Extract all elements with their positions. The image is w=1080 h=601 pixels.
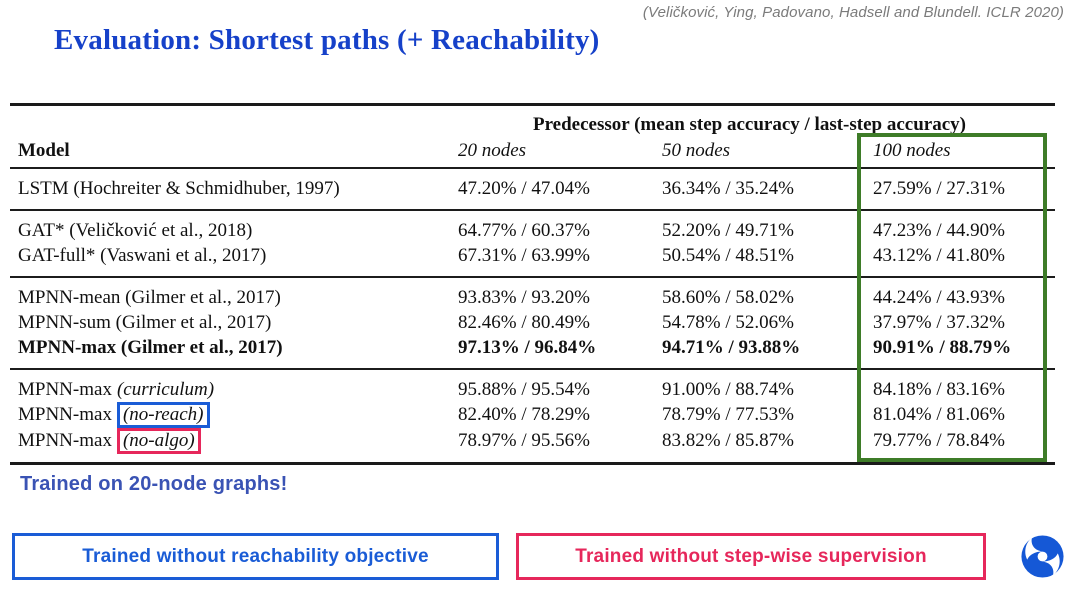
table-row: MPNN-mean (Gilmer et al., 2017) 93.83% / … bbox=[10, 285, 1055, 310]
column-header-20-nodes: 20 nodes bbox=[458, 140, 527, 161]
value-cell: 90.91% / 88.79% bbox=[873, 337, 1012, 358]
deepmind-logo bbox=[1019, 533, 1066, 580]
model-suffix: (curriculum) bbox=[116, 379, 215, 400]
value-cell: 47.23% / 44.90% bbox=[873, 220, 1005, 241]
table-header: Predecessor (mean step accuracy / last-s… bbox=[10, 106, 1055, 167]
model-name: LSTM (Hochreiter & Schmidhuber, 1997) bbox=[18, 178, 340, 199]
model-cell: MPNN-max (Gilmer et al., 2017) bbox=[10, 335, 450, 360]
value-cell: 84.18% / 83.16% bbox=[873, 379, 1005, 400]
model-cell: MPNN-max (no-algo) bbox=[10, 428, 450, 454]
value-cell: 58.60% / 58.02% bbox=[662, 287, 794, 308]
trained-note: Trained on 20-node graphs! bbox=[20, 473, 288, 495]
value-cell: 37.97% / 37.32% bbox=[873, 312, 1005, 333]
table-row: GAT* (Veličković et al., 2018) 64.77% / 6… bbox=[10, 218, 1055, 243]
value-cell: 36.34% / 35.24% bbox=[662, 178, 794, 199]
table-body: LSTM (Hochreiter & Schmidhuber, 1997) 47.… bbox=[10, 167, 1055, 462]
model-name: GAT-full* (Vaswani et al., 2017) bbox=[18, 245, 267, 266]
value-cell: 83.82% / 85.87% bbox=[662, 430, 794, 451]
value-cell: 27.59% / 27.31% bbox=[873, 178, 1005, 199]
table-group: LSTM (Hochreiter & Schmidhuber, 1997) 47.… bbox=[10, 167, 1055, 209]
value-cell: 64.77% / 60.37% bbox=[458, 220, 590, 241]
value-cell: 52.20% / 49.71% bbox=[662, 220, 794, 241]
model-name: MPNN-max bbox=[18, 379, 112, 400]
value-cell: 78.97% / 95.56% bbox=[458, 430, 590, 451]
legend-blue-box: Trained without reachability objective bbox=[12, 533, 499, 580]
value-cell: 94.71% / 93.88% bbox=[662, 337, 801, 358]
value-cell: 82.46% / 80.49% bbox=[458, 312, 590, 333]
model-name: MPNN-max bbox=[18, 430, 112, 451]
table-row: MPNN-max (no-reach) 82.40% / 78.29% 78.79% … bbox=[10, 402, 1055, 428]
table-group: MPNN-mean (Gilmer et al., 2017) 93.83% / … bbox=[10, 276, 1055, 368]
value-cell: 81.04% / 81.06% bbox=[873, 404, 1005, 425]
span-header-spacer bbox=[10, 112, 450, 138]
table-row: MPNN-max (no-algo) 78.97% / 95.56% 83.82% /… bbox=[10, 428, 1055, 454]
value-cell: 43.12% / 41.80% bbox=[873, 245, 1005, 266]
value-cell: 67.31% / 63.99% bbox=[458, 245, 590, 266]
model-cell: MPNN-sum (Gilmer et al., 2017) bbox=[10, 310, 450, 335]
table-row: LSTM (Hochreiter & Schmidhuber, 1997) 47.… bbox=[10, 176, 1055, 201]
value-cell: 54.78% / 52.06% bbox=[662, 312, 794, 333]
model-cell: MPNN-mean (Gilmer et al., 2017) bbox=[10, 285, 450, 310]
legend-pink-box: Trained without step-wise supervision bbox=[516, 533, 986, 580]
results-table: Predecessor (mean step accuracy / last-s… bbox=[10, 103, 1055, 465]
value-cell: 91.00% / 88.74% bbox=[662, 379, 794, 400]
value-cell: 93.83% / 93.20% bbox=[458, 287, 590, 308]
value-cell: 50.54% / 48.51% bbox=[662, 245, 794, 266]
model-name: MPNN-mean (Gilmer et al., 2017) bbox=[18, 287, 281, 308]
model-name: GAT* (Veličković et al., 2018) bbox=[18, 220, 253, 241]
value-cell: 82.40% / 78.29% bbox=[458, 404, 590, 425]
value-cell: 47.20% / 47.04% bbox=[458, 178, 590, 199]
blue-highlight-box: (no-reach) bbox=[116, 402, 210, 428]
value-cell: 78.79% / 77.53% bbox=[662, 404, 794, 425]
column-header-row: Model 20 nodes 50 nodes 100 nodes bbox=[10, 138, 1055, 163]
citation-text: (Veličković, Ying, Padovano, Hadsell and… bbox=[642, 4, 1064, 21]
model-cell: GAT* (Veličković et al., 2018) bbox=[10, 218, 450, 243]
pink-highlight-box: (no-algo) bbox=[116, 428, 201, 454]
table-group: MPNN-max (curriculum) 95.88% / 95.54% 91.00… bbox=[10, 368, 1055, 462]
span-header-row: Predecessor (mean step accuracy / last-s… bbox=[10, 112, 1055, 138]
table-row: GAT-full* (Vaswani et al., 2017) 67.31% /… bbox=[10, 243, 1055, 268]
model-cell: GAT-full* (Vaswani et al., 2017) bbox=[10, 243, 450, 268]
model-name: MPNN-max bbox=[18, 404, 112, 425]
model-name: MPNN-max (Gilmer et al., 2017) bbox=[18, 337, 283, 358]
value-cell: 44.24% / 43.93% bbox=[873, 287, 1005, 308]
table-row: MPNN-sum (Gilmer et al., 2017) 82.46% / 8… bbox=[10, 310, 1055, 335]
model-name: MPNN-sum (Gilmer et al., 2017) bbox=[18, 312, 272, 333]
page-title: Evaluation: Shortest paths (+ Reachabili… bbox=[54, 24, 600, 56]
column-header-model: Model bbox=[18, 140, 70, 161]
table-row: MPNN-max (curriculum) 95.88% / 95.54% 91.00… bbox=[10, 377, 1055, 402]
value-cell: 79.77% / 78.84% bbox=[873, 430, 1005, 451]
model-cell: MPNN-max (curriculum) bbox=[10, 377, 450, 402]
value-cell: 97.13% / 96.84% bbox=[458, 337, 597, 358]
table-group: GAT* (Veličković et al., 2018) 64.77% / 6… bbox=[10, 209, 1055, 276]
column-header-100-nodes: 100 nodes bbox=[873, 140, 951, 161]
model-cell: MPNN-max (no-reach) bbox=[10, 402, 450, 428]
span-header-label: Predecessor (mean step accuracy / last-s… bbox=[532, 114, 966, 135]
table-row: MPNN-max (Gilmer et al., 2017) 97.13% / 9… bbox=[10, 335, 1055, 360]
legend-blue-label: Trained without reachability objective bbox=[82, 545, 429, 567]
value-cell: 95.88% / 95.54% bbox=[458, 379, 590, 400]
column-header-50-nodes: 50 nodes bbox=[662, 140, 731, 161]
model-cell: LSTM (Hochreiter & Schmidhuber, 1997) bbox=[10, 176, 450, 201]
legend-pink-label: Trained without step-wise supervision bbox=[575, 545, 927, 567]
deepmind-logo-icon bbox=[1021, 535, 1064, 578]
